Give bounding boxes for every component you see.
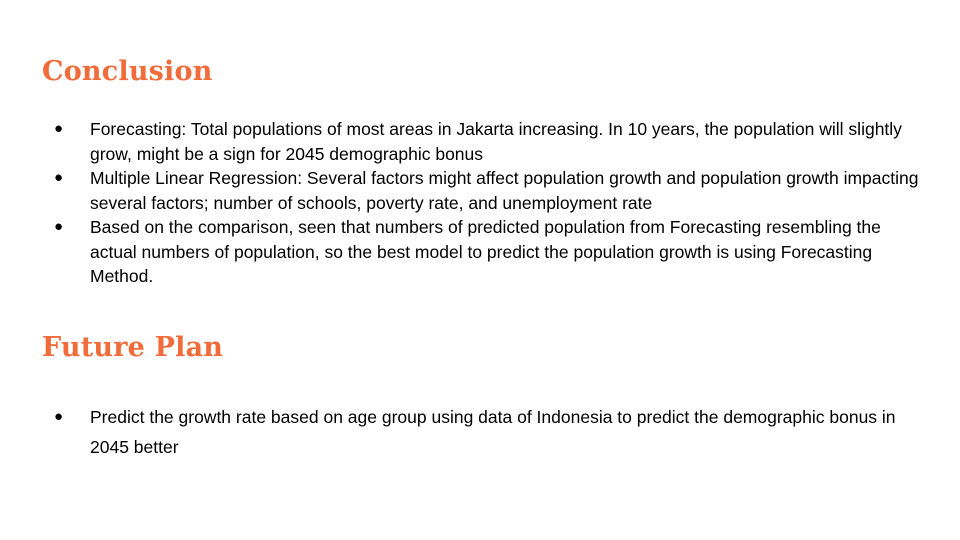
list-item: ● Forecasting: Total populations of most…: [50, 117, 930, 166]
bullet-dot-icon: ●: [54, 218, 64, 235]
bullet-dot-icon: ●: [54, 169, 64, 186]
bullet-dot-icon: ●: [54, 120, 64, 137]
list-item: ● Based on the comparison, seen that num…: [50, 215, 930, 289]
conclusion-heading: Conclusion: [42, 56, 213, 87]
future-plan-heading: Future Plan: [42, 332, 224, 363]
list-item: ● Multiple Linear Regression: Several fa…: [50, 166, 930, 215]
list-item-text: Predict the growth rate based on age gro…: [90, 407, 896, 457]
list-item: ● Predict the growth rate based on age g…: [50, 402, 930, 462]
future-plan-list: ● Predict the growth rate based on age g…: [50, 402, 930, 462]
list-item-text: Based on the comparison, seen that numbe…: [90, 217, 881, 286]
list-item-text: Forecasting: Total populations of most a…: [90, 119, 902, 164]
bullet-dot-icon: ●: [54, 408, 64, 425]
list-item-text: Multiple Linear Regression: Several fact…: [90, 168, 919, 213]
conclusion-list: ● Forecasting: Total populations of most…: [50, 117, 930, 289]
